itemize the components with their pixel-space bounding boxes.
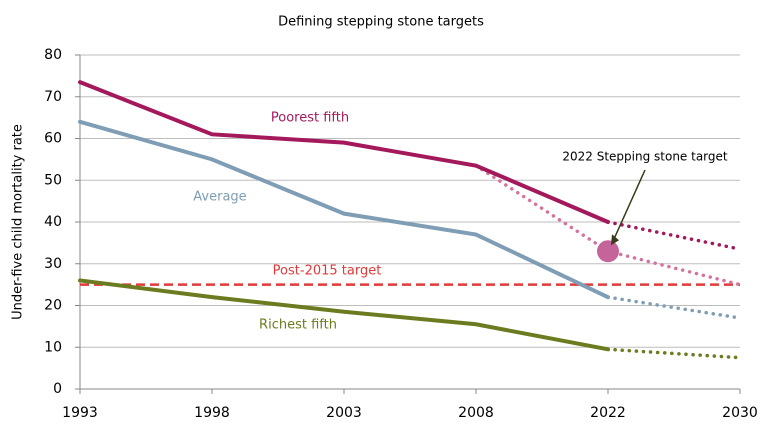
x-tick-label: 2008 — [458, 405, 494, 421]
x-tick-label: 2022 — [590, 405, 626, 421]
series-label: Poorest fifth — [271, 111, 349, 126]
marker-arrowhead — [611, 234, 619, 246]
y-axis-label: Under-five child mortality rate — [11, 124, 26, 320]
x-tick-label: 2003 — [326, 405, 362, 421]
projection-line — [606, 347, 742, 360]
series-line — [78, 80, 610, 224]
y-tick-label: 0 — [53, 381, 62, 397]
series-line — [78, 278, 610, 352]
x-tick-label: 1993 — [62, 405, 98, 421]
y-tick-label: 50 — [44, 172, 62, 188]
marker-label: 2022 Stepping stone target — [562, 150, 728, 164]
x-tick-label: 1998 — [194, 405, 230, 421]
series-line — [78, 119, 610, 300]
projection-line — [606, 295, 742, 320]
target-label: Post-2015 target — [273, 264, 382, 279]
series-label: Average — [193, 190, 246, 205]
x-tick-label: 2030 — [722, 405, 758, 421]
projection-line — [606, 220, 742, 251]
y-tick-label: 20 — [44, 298, 62, 314]
y-tick-label: 10 — [44, 339, 62, 355]
chart-title: Defining stepping stone targets — [278, 15, 484, 30]
marker-arrow — [612, 169, 646, 242]
y-tick-label: 40 — [44, 214, 62, 230]
y-tick-label: 80 — [44, 47, 62, 63]
series-label: Richest fifth — [259, 318, 337, 333]
y-tick-label: 70 — [44, 89, 62, 105]
y-tick-label: 60 — [44, 131, 62, 147]
y-tick-label: 30 — [44, 256, 62, 272]
target-marker — [597, 240, 619, 263]
